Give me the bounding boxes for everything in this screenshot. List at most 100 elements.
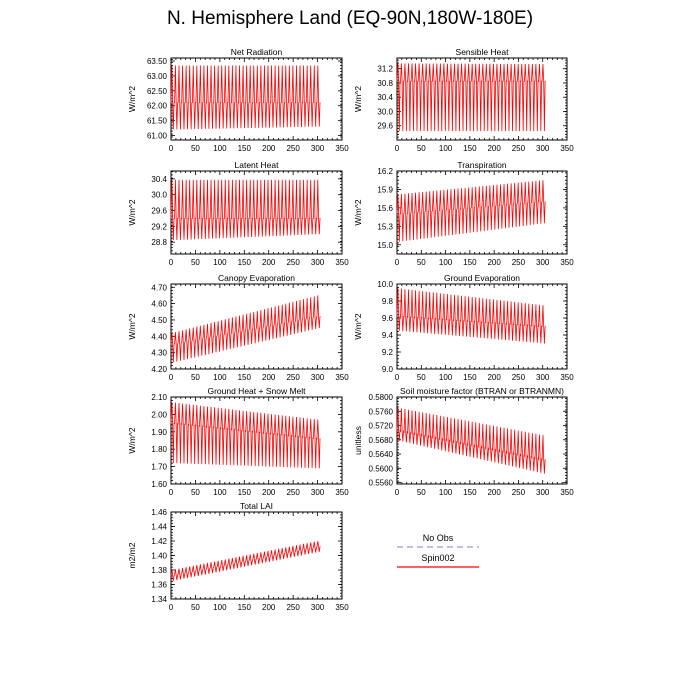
x-tick-label: 50: [417, 258, 426, 267]
y-tick-label: 61.00: [147, 132, 168, 141]
x-tick-label: 0: [169, 488, 174, 497]
y-tick-label: 15.6: [377, 204, 393, 213]
x-tick-label: 50: [417, 373, 426, 382]
x-tick-label: 50: [191, 488, 200, 497]
x-tick-label: 250: [512, 144, 526, 153]
y-tick-label: 0.5680: [369, 436, 394, 445]
y-tick-label: 30.0: [377, 107, 393, 116]
y-tick-label: 0.5720: [369, 422, 394, 431]
series-line-spin002: [170, 540, 321, 581]
x-tick-label: 300: [536, 373, 550, 382]
plot-frame: [396, 57, 568, 141]
x-tick-label: 100: [439, 144, 453, 153]
y-tick-label: 9.8: [382, 297, 394, 306]
panel-title: Ground Evaporation: [444, 273, 520, 283]
x-tick-label: 150: [238, 603, 252, 612]
x-tick-label: 250: [512, 488, 526, 497]
panel-canopy-evaporation: Canopy Evaporation W/m^2 0 50 100 150 200 250 30…: [127, 273, 349, 382]
y-tick-label: 10.0: [377, 280, 393, 289]
y-tick-label: 62.50: [147, 87, 168, 96]
y-tick-label: 1.38: [151, 566, 167, 575]
panel-title: Soil moisture factor (BTRAN or BTRANMN): [400, 386, 564, 396]
series-line-spin002: [396, 407, 546, 474]
x-tick-label: 50: [417, 488, 426, 497]
series-line-spin002: [170, 65, 321, 130]
y-tick-label: 2.10: [151, 393, 167, 402]
y-axis-label: W/m^2: [127, 199, 137, 225]
x-tick-label: 100: [439, 258, 453, 267]
x-tick-label: 150: [463, 144, 477, 153]
x-tick-label: 350: [560, 373, 574, 382]
x-tick-label: 200: [262, 373, 276, 382]
y-tick-label: 29.6: [151, 207, 167, 216]
y-tick-label: 63.50: [147, 57, 168, 66]
x-tick-label: 50: [417, 144, 426, 153]
y-tick-label: 1.46: [151, 508, 167, 517]
panel-title: Sensible Heat: [456, 47, 510, 57]
y-tick-label: 9.2: [382, 348, 394, 357]
y-tick-label: 63.00: [147, 72, 168, 81]
y-tick-label: 15.9: [377, 185, 393, 194]
y-tick-label: 61.50: [147, 117, 168, 126]
x-tick-label: 0: [395, 488, 400, 497]
x-tick-label: 300: [311, 488, 325, 497]
x-tick-label: 150: [463, 373, 477, 382]
y-tick-label: 2.00: [151, 410, 167, 419]
x-tick-label: 300: [311, 373, 325, 382]
x-tick-label: 200: [487, 258, 501, 267]
x-tick-label: 350: [335, 488, 349, 497]
y-axis-label: W/m^2: [353, 313, 363, 339]
x-tick-label: 250: [512, 373, 526, 382]
y-tick-label: 29.2: [151, 222, 167, 231]
panel-ground-heat-snow-melt: Ground Heat + Snow Melt W/m^2 0 50 100 150 200…: [127, 386, 349, 497]
x-tick-label: 250: [286, 144, 300, 153]
y-tick-label: 28.8: [151, 238, 167, 247]
y-tick-label: 0.5560: [369, 479, 394, 488]
x-tick-label: 50: [191, 603, 200, 612]
y-tick-label: 1.90: [151, 428, 167, 437]
y-tick-label: 1.80: [151, 445, 167, 454]
x-tick-label: 150: [463, 258, 477, 267]
y-tick-label: 9.4: [382, 331, 394, 340]
plot-frame: [170, 396, 343, 485]
y-tick-label: 15.0: [377, 241, 393, 250]
panel-total-lai: Total LAI m2/m2 0 50 100 150 200 250 300 350 1.34 1…: [127, 501, 349, 612]
x-tick-label: 350: [560, 488, 574, 497]
panel-transpiration: Transpiration W/m^2 0 50 100 150 200 250 300 350 1…: [353, 160, 574, 267]
panel-sensible-heat: Sensible Heat W/m^2 0 50 100 150 200 250 300 350 2…: [353, 47, 574, 153]
x-tick-label: 200: [487, 488, 501, 497]
y-axis-label: W/m^2: [127, 427, 137, 453]
x-tick-label: 100: [439, 488, 453, 497]
y-tick-label: 0.5640: [369, 450, 394, 459]
x-tick-label: 100: [213, 144, 227, 153]
y-tick-label: 4.60: [151, 300, 167, 309]
x-tick-label: 100: [213, 373, 227, 382]
panel-title: Total LAI: [240, 501, 273, 511]
y-tick-label: 15.3: [377, 222, 393, 231]
y-tick-label: 1.42: [151, 537, 167, 546]
y-tick-label: 4.20: [151, 365, 167, 374]
x-tick-label: 300: [536, 258, 550, 267]
y-tick-label: 1.60: [151, 480, 167, 489]
x-tick-label: 200: [262, 258, 276, 267]
x-tick-label: 50: [191, 373, 200, 382]
x-tick-label: 350: [335, 258, 349, 267]
y-tick-label: 4.40: [151, 332, 167, 341]
y-axis-label: W/m^2: [127, 86, 137, 112]
y-tick-label: 0.5600: [369, 464, 394, 473]
x-tick-label: 350: [560, 144, 574, 153]
panel-latent-heat: Latent Heat W/m^2 0 50 100 150 200 250 300 350 28.…: [127, 160, 349, 267]
series-line-spin002: [396, 63, 546, 132]
x-tick-label: 300: [536, 488, 550, 497]
x-tick-label: 350: [560, 258, 574, 267]
x-tick-label: 150: [463, 488, 477, 497]
x-tick-label: 300: [311, 258, 325, 267]
y-tick-label: 0.5800: [369, 393, 394, 402]
y-tick-label: 1.44: [151, 523, 167, 532]
y-tick-label: 31.2: [377, 65, 393, 74]
x-tick-label: 100: [213, 603, 227, 612]
y-tick-label: 30.0: [151, 191, 167, 200]
y-tick-label: 29.6: [377, 122, 393, 131]
plot-frame: [396, 283, 568, 370]
